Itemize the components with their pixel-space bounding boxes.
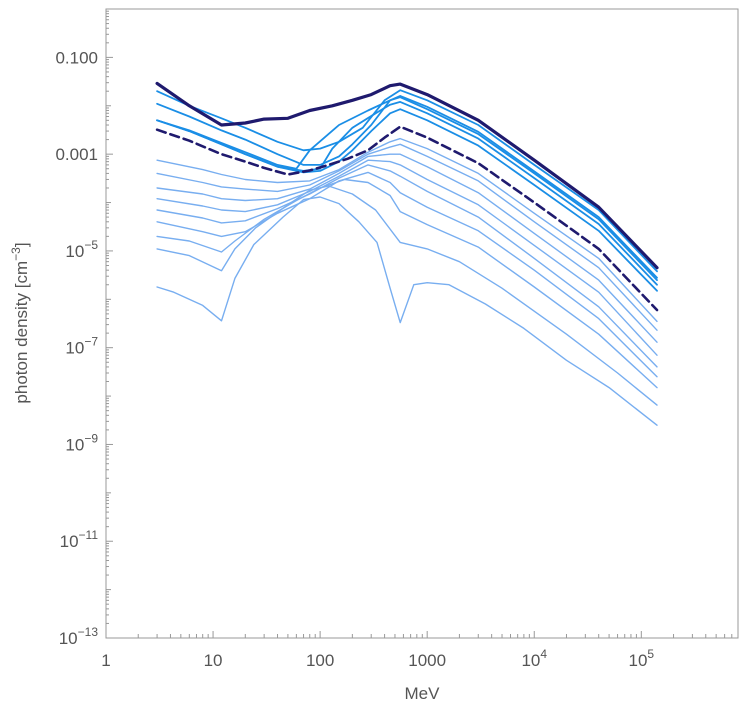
series-line-13 (156, 95, 658, 279)
series-line-2 (156, 185, 658, 406)
y-tick-label: 0.001 (55, 145, 98, 164)
y-tick-label: 10−7 (65, 335, 98, 358)
series-line-1 (156, 196, 658, 426)
y-axis-title-close: ] (12, 242, 31, 247)
series-line-15 (155, 125, 659, 312)
x-tick-label: 10 (204, 651, 223, 670)
x-tick-label: 100 (306, 651, 334, 670)
series-line-3 (156, 178, 658, 389)
series-line-16 (155, 81, 659, 270)
y-axis-title: photon density [cm−3] (9, 242, 31, 403)
x-tick-label: 105 (629, 647, 655, 670)
series-line-11 (156, 101, 658, 286)
y-tick-label: 10−9 (65, 431, 98, 454)
series-line-9 (156, 137, 658, 323)
y-tick-label: 10−11 (60, 528, 99, 551)
series-line-4 (156, 171, 658, 378)
x-axis-title: MeV (405, 684, 441, 703)
y-axis-ticks: 0.100 0.001 10−5 10−7 10−9 10−11 10−13 (55, 8, 113, 648)
x-axis-ticks: 1 10 100 1000 104 105 (101, 631, 739, 670)
x-tick-label: 1000 (408, 651, 446, 670)
y-axis-title-sup: −3 (9, 247, 23, 261)
y-tick-label: 10−5 (65, 238, 98, 261)
series-line-8 (156, 143, 658, 331)
x-tick-label: 104 (521, 647, 547, 670)
series-line-12 (156, 96, 658, 281)
series-line-7 (156, 153, 658, 343)
series-layer (155, 81, 659, 426)
y-tick-label: 0.100 (55, 48, 98, 67)
series-line-6 (156, 159, 658, 356)
y-tick-label: 10−13 (59, 625, 99, 648)
plot-frame (105, 8, 739, 639)
y-axis-title-text: photon density [cm (12, 261, 31, 404)
x-tick-label: 1 (101, 651, 110, 670)
series-line-5 (156, 164, 658, 368)
